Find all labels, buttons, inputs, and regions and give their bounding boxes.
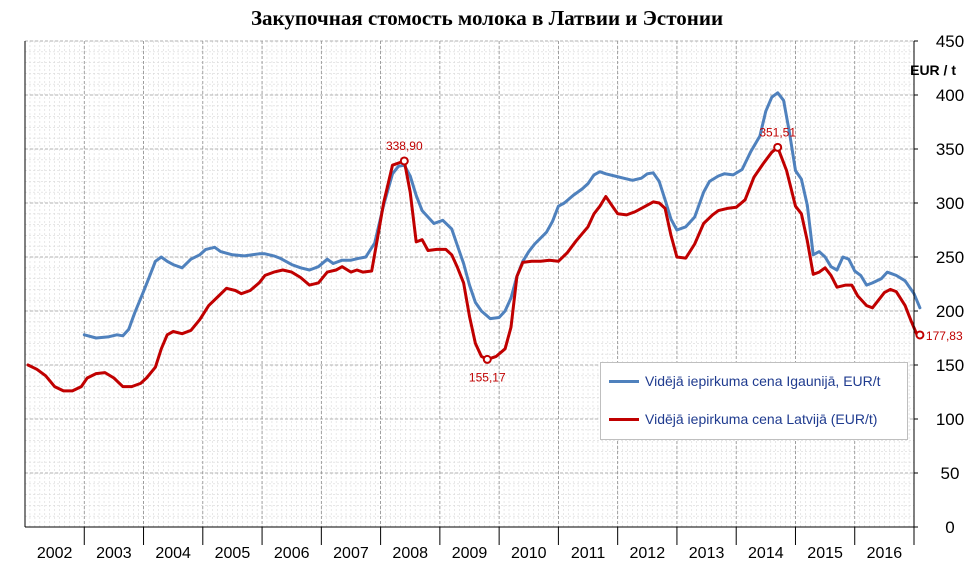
y-tick-label: 300 [936, 194, 964, 213]
legend-item-latvia: Vidējā iepirkuma cena Latvijā (EUR/t) [609, 409, 877, 429]
y-tick-label: 400 [936, 86, 964, 105]
annotation-label: 338,90 [386, 139, 423, 153]
annotation-label: 177,83 [926, 329, 963, 343]
y-tick-label: 450 [936, 32, 964, 51]
x-tick-label: 2011 [571, 545, 606, 562]
y-tick-label: 350 [936, 140, 964, 159]
annotation-marker [399, 156, 409, 166]
year-dividers [83, 41, 856, 527]
markers-layer [399, 142, 925, 364]
axes-layer: 0 50 100 150 200 250 300 350 400 450 2002 2003 2004 2… [24, 32, 964, 562]
legend-item-estonia: Vidējā iepirkuma cena Igaunijā, EUR/t [609, 371, 881, 391]
x-tick-label: 2012 [630, 545, 666, 562]
y-tick-label: 50 [941, 464, 960, 483]
x-tick-label: 2016 [867, 545, 903, 562]
annotation-marker [482, 354, 492, 364]
x-tick-label: 2003 [96, 545, 132, 562]
y-tick-label: 0 [945, 518, 954, 537]
x-tick-label: 2013 [689, 545, 725, 562]
annotation-label: 351,51 [759, 125, 796, 139]
y-tick-label: 100 [936, 410, 964, 429]
legend-label-latvia: Vidējā iepirkuma cena Latvijā (EUR/t) [645, 411, 878, 427]
x-tick-label: 2014 [748, 545, 784, 562]
x-tick-label: 2009 [452, 545, 488, 562]
annotation-marker [773, 142, 783, 152]
y-tick-label: 200 [936, 302, 964, 321]
y-axis-unit-label: EUR / t [910, 62, 956, 78]
annotation-label: 155,17 [469, 370, 506, 384]
legend-label-estonia: Vidējā iepirkuma cena Igaunijā, EUR/t [645, 373, 881, 389]
labels-layer: 338,90 155,17 351,51 177,83 [386, 125, 963, 384]
x-tick-label: 2006 [274, 545, 310, 562]
x-tick-label: 2004 [155, 545, 191, 562]
x-tick-label: 2008 [392, 545, 428, 562]
x-tick-label: 2015 [807, 545, 843, 562]
legend: Vidējā iepirkuma cena Igaunijā, EUR/t Vi… [600, 362, 908, 440]
annotation-marker [915, 330, 925, 340]
chart-title: Закупочная стомость молока в Латвии и Эс… [250, 6, 724, 30]
legend-swatch-latvia [609, 417, 639, 421]
legend-swatch-estonia [609, 379, 639, 383]
x-tick-label: 2002 [37, 545, 73, 562]
y-tick-label: 150 [936, 356, 964, 375]
x-tick-label: 2005 [215, 545, 251, 562]
x-tick-label: 2010 [511, 545, 547, 562]
y-tick-label: 250 [936, 248, 964, 267]
x-tick-label: 2007 [333, 545, 369, 562]
